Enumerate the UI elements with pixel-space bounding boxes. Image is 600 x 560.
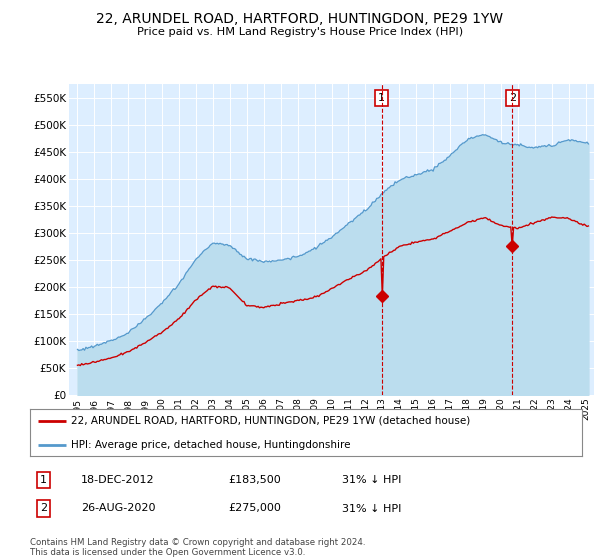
Text: 1: 1 bbox=[378, 93, 385, 103]
Text: £275,000: £275,000 bbox=[228, 503, 281, 514]
Text: 1: 1 bbox=[40, 475, 47, 485]
Text: 2: 2 bbox=[509, 93, 516, 103]
Text: 31% ↓ HPI: 31% ↓ HPI bbox=[342, 475, 401, 485]
Text: 22, ARUNDEL ROAD, HARTFORD, HUNTINGDON, PE29 1YW: 22, ARUNDEL ROAD, HARTFORD, HUNTINGDON, … bbox=[97, 12, 503, 26]
Text: 31% ↓ HPI: 31% ↓ HPI bbox=[342, 503, 401, 514]
Text: 18-DEC-2012: 18-DEC-2012 bbox=[81, 475, 155, 485]
Text: HPI: Average price, detached house, Huntingdonshire: HPI: Average price, detached house, Hunt… bbox=[71, 440, 351, 450]
Text: Contains HM Land Registry data © Crown copyright and database right 2024.
This d: Contains HM Land Registry data © Crown c… bbox=[30, 538, 365, 557]
Text: Price paid vs. HM Land Registry's House Price Index (HPI): Price paid vs. HM Land Registry's House … bbox=[137, 27, 463, 37]
Text: 26-AUG-2020: 26-AUG-2020 bbox=[81, 503, 155, 514]
Text: 2: 2 bbox=[40, 503, 47, 514]
Text: £183,500: £183,500 bbox=[228, 475, 281, 485]
Text: 22, ARUNDEL ROAD, HARTFORD, HUNTINGDON, PE29 1YW (detached house): 22, ARUNDEL ROAD, HARTFORD, HUNTINGDON, … bbox=[71, 416, 470, 426]
